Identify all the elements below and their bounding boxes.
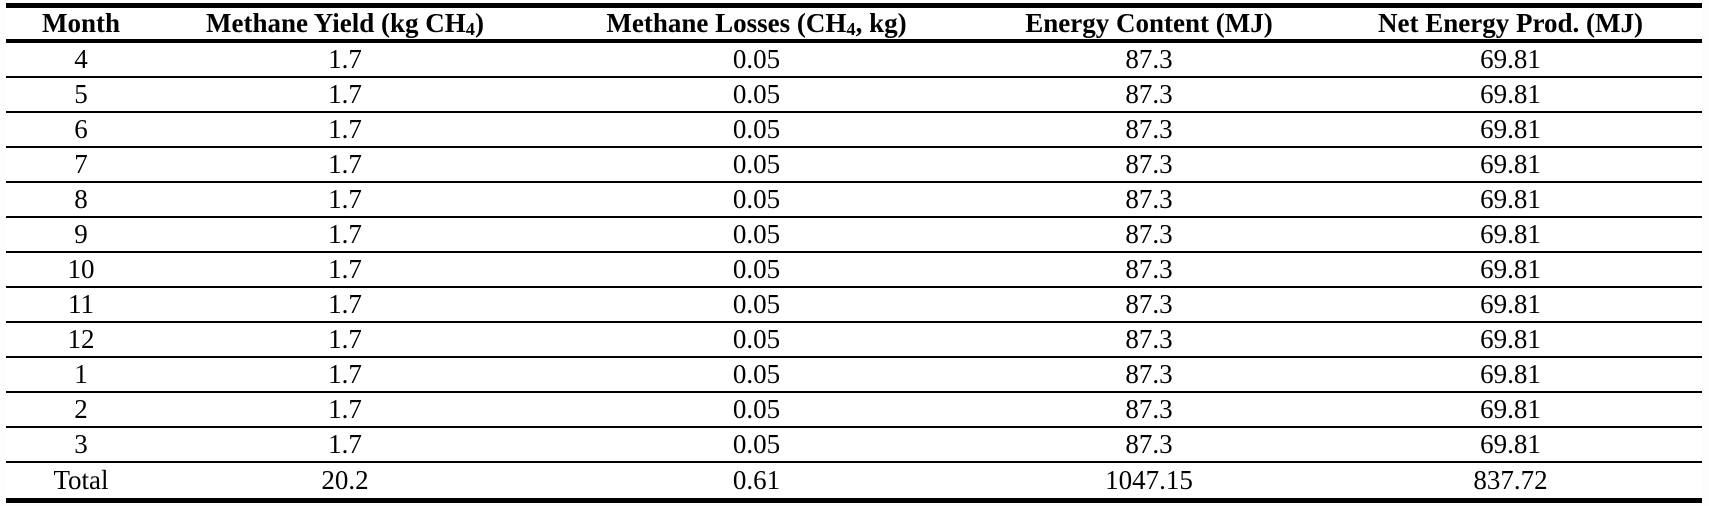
header-label: Net Energy Prod. (MJ) xyxy=(1378,7,1643,38)
cell-month: 2 xyxy=(6,392,156,428)
header-subscript: 4 xyxy=(846,18,856,39)
cell-total-label: Total xyxy=(6,462,156,503)
header-label: , kg) xyxy=(855,7,907,38)
cell-month: 7 xyxy=(6,147,156,183)
cell-methane-yield: 1.7 xyxy=(156,112,534,148)
table-row: 3 1.7 0.05 87.3 69.81 xyxy=(6,427,1702,463)
table-row: 4 1.7 0.05 87.3 69.81 xyxy=(6,41,1702,78)
cell-methane-losses: 0.05 xyxy=(534,77,979,113)
col-header-month: Month xyxy=(6,3,156,43)
cell-methane-losses: 0.05 xyxy=(534,287,979,323)
cell-methane-yield: 1.7 xyxy=(156,392,534,428)
table-row: 12 1.7 0.05 87.3 69.81 xyxy=(6,322,1702,358)
cell-energy-content: 87.3 xyxy=(979,427,1319,463)
cell-methane-yield: 1.7 xyxy=(156,252,534,288)
cell-methane-yield: 1.7 xyxy=(156,77,534,113)
col-header-methane-losses: Methane Losses (CH4, kg) xyxy=(534,3,979,43)
cell-methane-losses: 0.05 xyxy=(534,147,979,183)
table-row: 11 1.7 0.05 87.3 69.81 xyxy=(6,287,1702,323)
cell-methane-losses: 0.05 xyxy=(534,427,979,463)
cell-total-methane-losses: 0.61 xyxy=(534,462,979,503)
cell-month: 5 xyxy=(6,77,156,113)
cell-methane-losses: 0.05 xyxy=(534,182,979,218)
cell-total-energy-content: 1047.15 xyxy=(979,462,1319,503)
cell-energy-content: 87.3 xyxy=(979,112,1319,148)
header-label: Month xyxy=(41,7,120,38)
cell-energy-content: 87.3 xyxy=(979,322,1319,358)
header-subscript: 4 xyxy=(465,18,475,39)
cell-net-energy: 69.81 xyxy=(1319,287,1702,323)
cell-methane-losses: 0.05 xyxy=(534,41,979,78)
cell-month: 10 xyxy=(6,252,156,288)
cell-energy-content: 87.3 xyxy=(979,287,1319,323)
header-label: Energy Content (MJ) xyxy=(1025,7,1273,38)
cell-net-energy: 69.81 xyxy=(1319,217,1702,253)
cell-net-energy: 69.81 xyxy=(1319,147,1702,183)
table-row-total: Total 20.2 0.61 1047.15 837.72 xyxy=(6,462,1702,503)
cell-methane-yield: 1.7 xyxy=(156,147,534,183)
cell-net-energy: 69.81 xyxy=(1319,357,1702,393)
header-label: Methane Losses (CH xyxy=(606,7,847,38)
cell-month: 11 xyxy=(6,287,156,323)
cell-methane-losses: 0.05 xyxy=(534,217,979,253)
cell-energy-content: 87.3 xyxy=(979,41,1319,78)
cell-net-energy: 69.81 xyxy=(1319,41,1702,78)
table-row: 9 1.7 0.05 87.3 69.81 xyxy=(6,217,1702,253)
cell-total-methane-yield: 20.2 xyxy=(156,462,534,503)
cell-methane-yield: 1.7 xyxy=(156,357,534,393)
cell-methane-yield: 1.7 xyxy=(156,287,534,323)
cell-methane-yield: 1.7 xyxy=(156,217,534,253)
cell-month: 3 xyxy=(6,427,156,463)
cell-methane-losses: 0.05 xyxy=(534,322,979,358)
cell-methane-yield: 1.7 xyxy=(156,182,534,218)
cell-energy-content: 87.3 xyxy=(979,217,1319,253)
table-row: 6 1.7 0.05 87.3 69.81 xyxy=(6,112,1702,148)
cell-methane-losses: 0.05 xyxy=(534,357,979,393)
col-header-methane-yield: Methane Yield (kg CH4) xyxy=(156,3,534,43)
header-label: Methane Yield (kg CH xyxy=(206,7,466,38)
cell-energy-content: 87.3 xyxy=(979,392,1319,428)
table-row: 7 1.7 0.05 87.3 69.81 xyxy=(6,147,1702,183)
header-row: Month Methane Yield (kg CH4) Methane Los… xyxy=(6,3,1702,43)
cell-energy-content: 87.3 xyxy=(979,252,1319,288)
cell-net-energy: 69.81 xyxy=(1319,182,1702,218)
cell-total-net-energy: 837.72 xyxy=(1319,462,1702,503)
cell-month: 9 xyxy=(6,217,156,253)
table-row: 8 1.7 0.05 87.3 69.81 xyxy=(6,182,1702,218)
cell-month: 4 xyxy=(6,41,156,78)
cell-net-energy: 69.81 xyxy=(1319,252,1702,288)
cell-methane-losses: 0.05 xyxy=(534,112,979,148)
table-row: 10 1.7 0.05 87.3 69.81 xyxy=(6,252,1702,288)
cell-net-energy: 69.81 xyxy=(1319,77,1702,113)
monthly-methane-energy-table: Month Methane Yield (kg CH4) Methane Los… xyxy=(6,3,1702,503)
cell-methane-yield: 1.7 xyxy=(156,41,534,78)
cell-net-energy: 69.81 xyxy=(1319,427,1702,463)
cell-net-energy: 69.81 xyxy=(1319,322,1702,358)
cell-energy-content: 87.3 xyxy=(979,357,1319,393)
table-body: 4 1.7 0.05 87.3 69.81 5 1.7 0.05 87.3 69… xyxy=(6,41,1702,503)
cell-methane-yield: 1.7 xyxy=(156,322,534,358)
table-header: Month Methane Yield (kg CH4) Methane Los… xyxy=(6,3,1702,43)
cell-methane-losses: 0.05 xyxy=(534,252,979,288)
col-header-net-energy: Net Energy Prod. (MJ) xyxy=(1319,3,1702,43)
cell-methane-yield: 1.7 xyxy=(156,427,534,463)
cell-month: 1 xyxy=(6,357,156,393)
cell-net-energy: 69.81 xyxy=(1319,112,1702,148)
cell-month: 12 xyxy=(6,322,156,358)
col-header-energy-content: Energy Content (MJ) xyxy=(979,3,1319,43)
cell-net-energy: 69.81 xyxy=(1319,392,1702,428)
table-row: 2 1.7 0.05 87.3 69.81 xyxy=(6,392,1702,428)
cell-energy-content: 87.3 xyxy=(979,182,1319,218)
header-label: ) xyxy=(474,7,484,38)
cell-energy-content: 87.3 xyxy=(979,77,1319,113)
table-row: 1 1.7 0.05 87.3 69.81 xyxy=(6,357,1702,393)
cell-methane-losses: 0.05 xyxy=(534,392,979,428)
cell-month: 8 xyxy=(6,182,156,218)
cell-month: 6 xyxy=(6,112,156,148)
table-row: 5 1.7 0.05 87.3 69.81 xyxy=(6,77,1702,113)
cell-energy-content: 87.3 xyxy=(979,147,1319,183)
